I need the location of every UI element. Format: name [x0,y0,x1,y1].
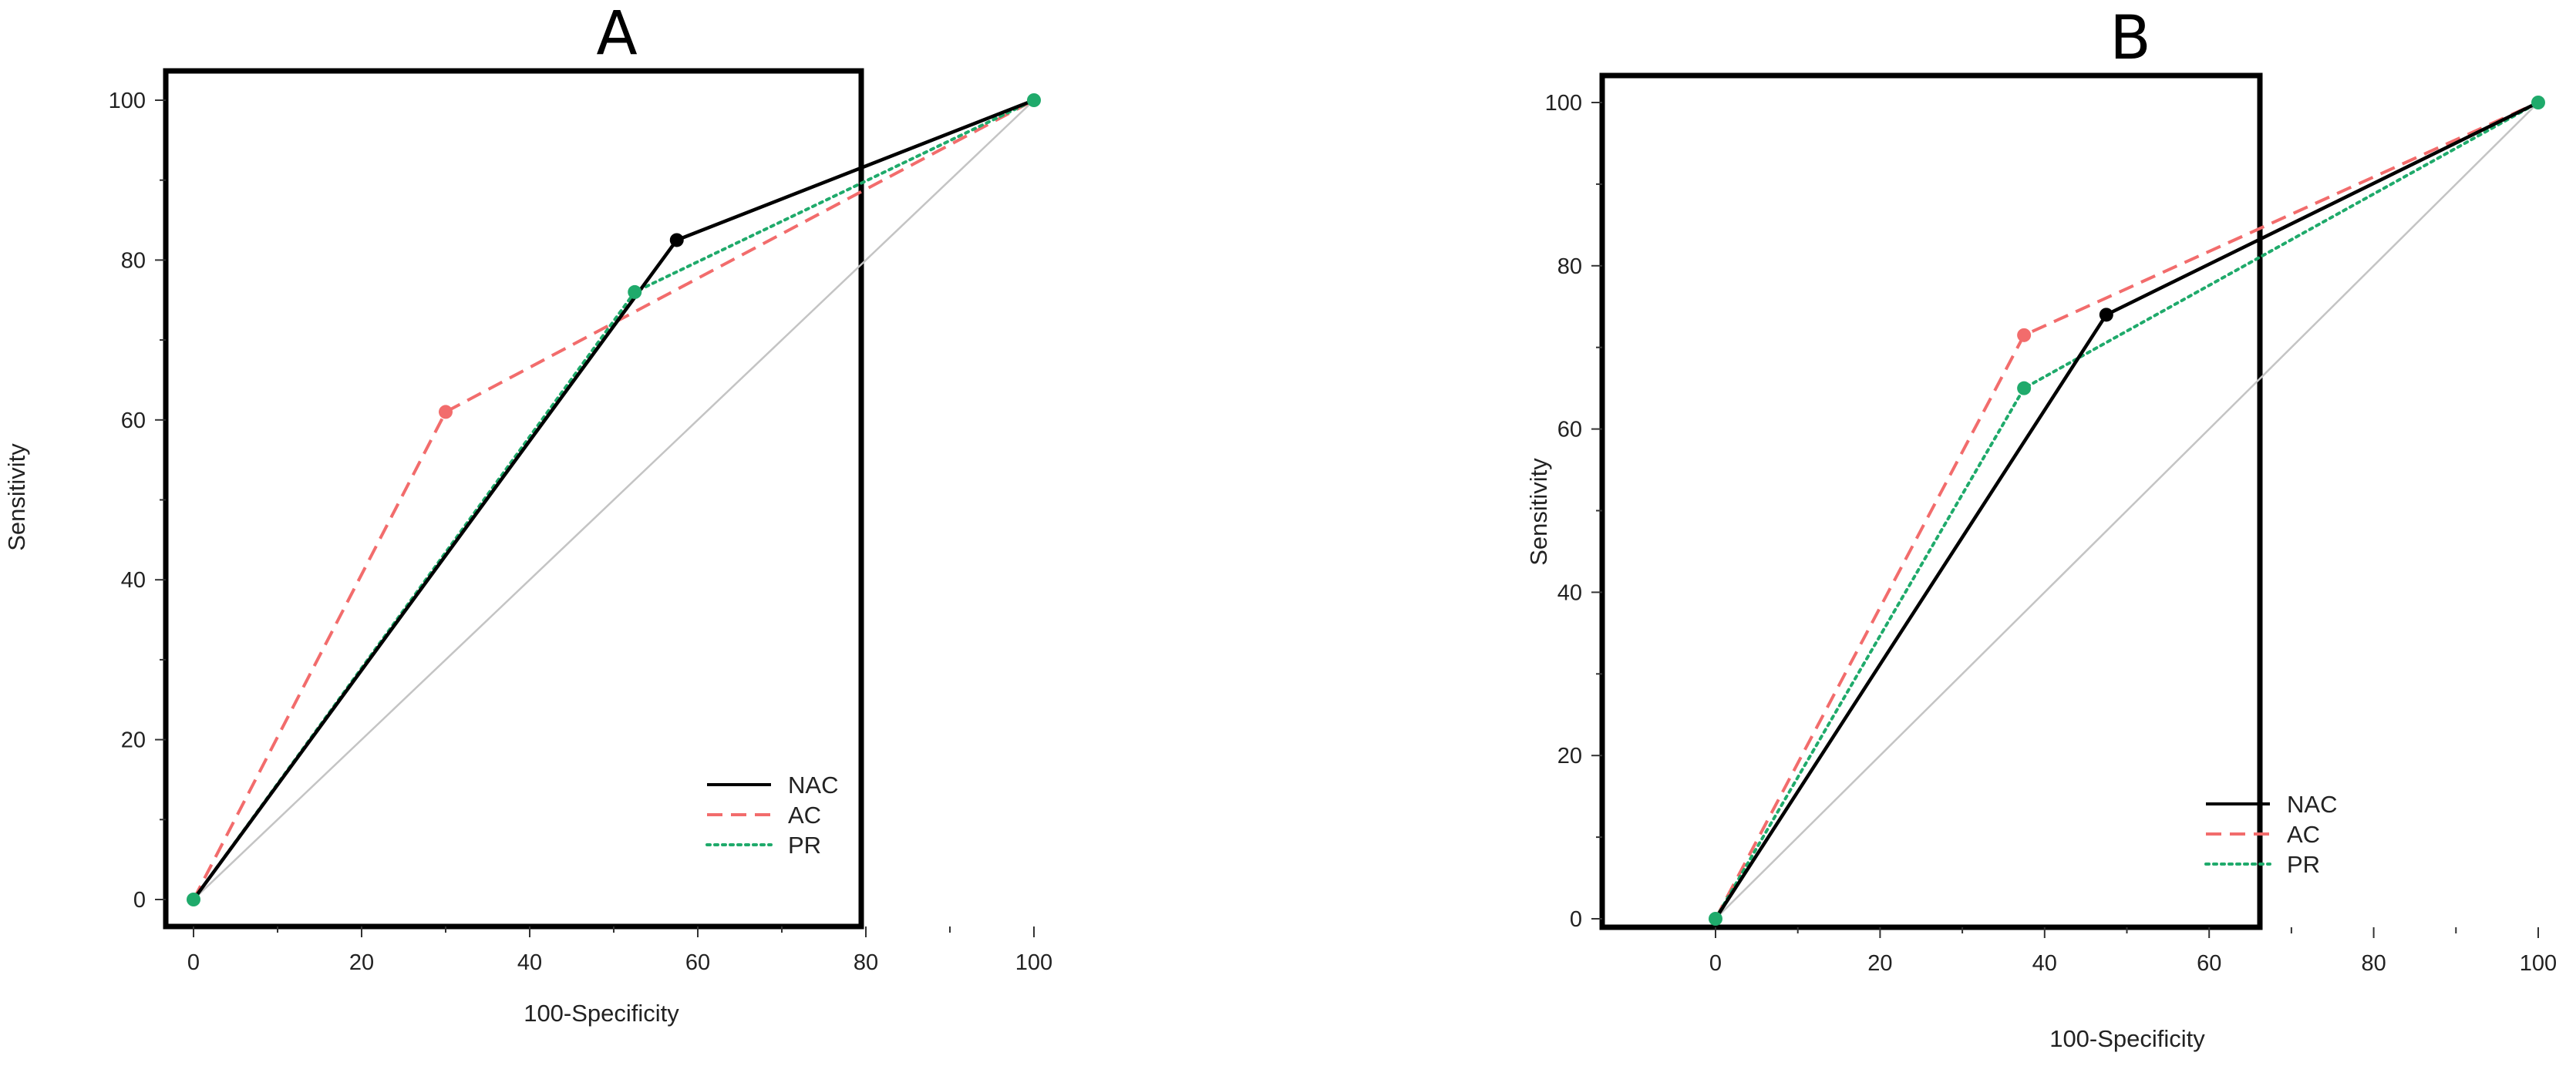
point-pr [2017,381,2032,395]
y-tick-label: 100 [1545,91,1582,116]
chart-panel-a: A 0 20 40 60 80 100 0 20 40 60 80 100 100-Specificity… [3,0,1052,1027]
point-pr [2531,96,2545,109]
x-tick-label: 100 [1015,950,1052,975]
x-tick-label: 20 [349,950,374,975]
series-line-ac [192,99,1035,900]
plot-frame [163,68,864,930]
point-pr [1709,912,1722,926]
reference-diagonal [1715,102,2539,920]
panel-label: A [596,0,637,69]
y-tick-label: 40 [1557,580,1582,605]
series-line-pr [1714,101,2540,920]
point-ac [2017,328,2032,342]
y-axis-title: Sensitivity [3,443,30,551]
panel-label: B [2110,4,2151,73]
point-nac [669,233,684,247]
y-tick-label: 40 [121,568,146,593]
y-axis-title: Sensitivity [1525,458,1552,566]
x-tick-label: 0 [1709,951,1722,976]
y-tick-label: 80 [1557,254,1582,279]
y-tick-label: 80 [121,248,146,273]
y-tick-label: 20 [121,728,146,753]
point-ac [439,405,453,419]
legend-label-ac: AC [788,802,821,829]
x-tick-label: 40 [2032,951,2057,976]
legend-label-pr: PR [788,832,821,859]
x-tick-label: 80 [854,950,878,975]
y-tick-label: 60 [121,409,146,433]
legend-label-ac: AC [2287,821,2320,848]
point-pr [187,893,200,906]
x-axis-title: 100-Specificity [2049,1025,2205,1052]
x-tick-label: 20 [1867,951,1892,976]
y-tick-label: 60 [1557,418,1582,442]
x-axis-title: 100-Specificity [524,1000,679,1027]
point-nac [2099,308,2113,322]
reference-diagonal [193,99,1035,900]
x-tick-label: 100 [2520,951,2557,976]
legend-label-nac: NAC [788,772,838,799]
point-pr [1027,93,1041,107]
legend-label-pr: PR [2287,851,2320,878]
point-pr [628,284,642,299]
x-tick-label: 0 [187,950,200,975]
chart-panel-b: B 0 20 40 60 80 100 0 20 40 60 80 100 100-Specificity… [1525,4,2557,1052]
y-tick-label: 0 [133,888,146,913]
plot-frame [1599,72,2263,930]
legend-label-nac: NAC [2287,791,2337,818]
x-tick-label: 80 [2361,951,2386,976]
x-tick-label: 60 [2197,951,2221,976]
y-tick-label: 100 [109,89,146,113]
x-tick-label: 40 [517,950,542,975]
x-tick-label: 60 [685,950,710,975]
y-tick-label: 0 [1570,907,1582,932]
y-tick-label: 20 [1557,744,1582,768]
